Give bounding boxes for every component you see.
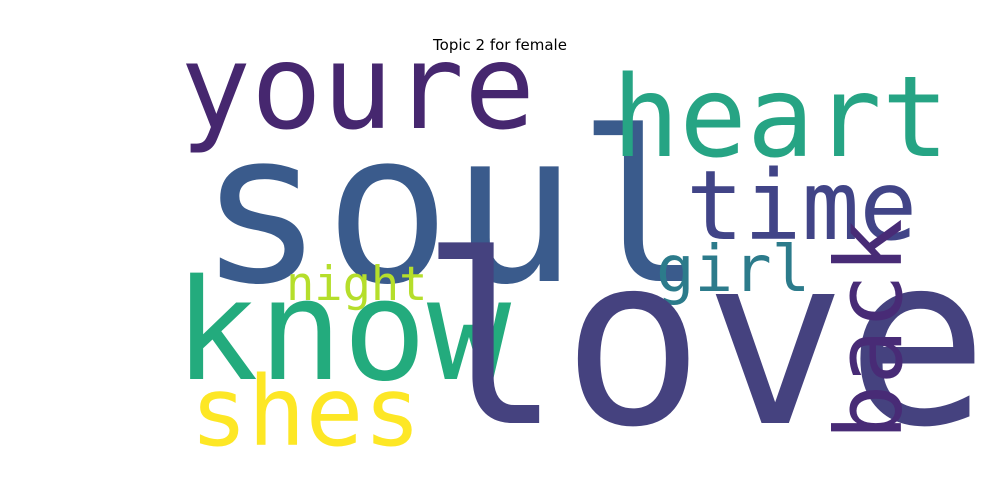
chart-title: Topic 2 for female — [433, 36, 567, 54]
word-youre: youre — [180, 18, 536, 156]
word-back: back — [816, 218, 923, 440]
word-know: know — [174, 250, 512, 413]
word-girl: girl — [656, 233, 811, 307]
word-love: love — [420, 204, 989, 479]
word-heart: heart — [612, 53, 950, 183]
word-night: night — [286, 257, 428, 312]
word-shes: shes — [190, 356, 422, 468]
word-soul: soul — [198, 86, 704, 331]
word-time: time — [686, 150, 918, 262]
